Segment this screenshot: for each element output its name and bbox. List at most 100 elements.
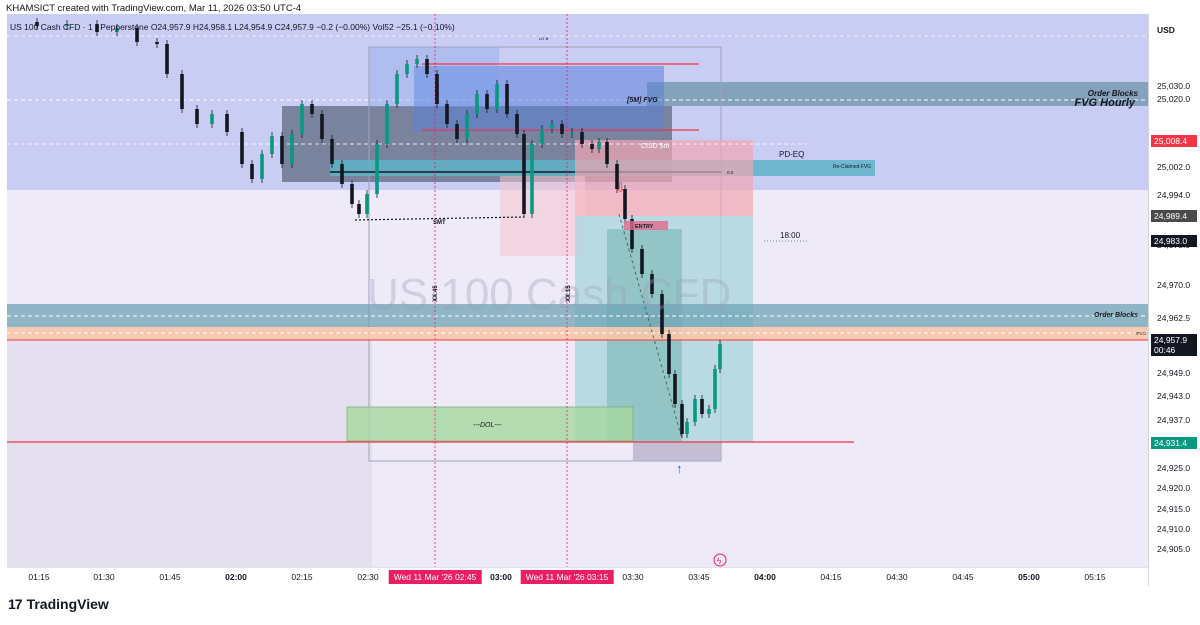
time-tick: 04:15 xyxy=(820,572,842,582)
candle xyxy=(673,374,677,404)
symbol-line[interactable]: US 100 Cash CFD · 1 · Pepperstone xyxy=(10,22,149,32)
candle xyxy=(445,104,449,124)
candle xyxy=(495,84,499,109)
candle xyxy=(680,404,684,434)
price-tick: 24,962.5 xyxy=(1157,313,1191,323)
fvg-5m-label: [5M] FVG xyxy=(626,97,658,104)
price-tick: 24,970.0 xyxy=(1157,280,1191,290)
price-tick: 24,937.0 xyxy=(1157,415,1191,425)
price-tick: 25,002.0 xyxy=(1157,162,1191,172)
dol-label: ---DOL--- xyxy=(473,422,502,429)
candle xyxy=(210,114,214,124)
fvg-hourly-label: FVG Hourly xyxy=(1074,97,1135,109)
candle xyxy=(180,74,184,109)
time-axis[interactable]: 01:15 01:30 01:45 02:00 02:15 02:30 03:00 03:30… xyxy=(7,567,1148,587)
ohlc-legend: US 100 Cash CFD · 1 · Pepperstone O24,95… xyxy=(10,22,455,32)
candle xyxy=(395,74,399,104)
price-axis[interactable]: USD 25,030.025,020.025,010.025,002.024,9… xyxy=(1148,14,1200,586)
candle xyxy=(35,22,39,26)
entry-box xyxy=(624,221,668,230)
xx15-label: XX:15 xyxy=(566,285,572,302)
candle xyxy=(707,409,711,414)
xx45-label: XX:45 xyxy=(433,285,439,302)
candle xyxy=(505,84,509,114)
price-tick: 24,994.0 xyxy=(1157,190,1191,200)
candle xyxy=(350,184,354,204)
time-tick: 04:45 xyxy=(952,572,974,582)
candle xyxy=(135,28,139,42)
price-tick: 24,905.0 xyxy=(1157,544,1191,554)
candlestick-series xyxy=(35,18,722,438)
candle xyxy=(623,189,627,219)
candle xyxy=(225,114,229,132)
candle xyxy=(250,164,254,179)
candle xyxy=(475,94,479,114)
candle xyxy=(310,104,314,114)
target-path-line xyxy=(618,213,683,440)
candle xyxy=(405,64,409,74)
dol-zone[interactable] xyxy=(346,406,634,442)
price-badge: 24,989.4 xyxy=(1151,210,1197,222)
symbol-watermark: US 100 Cash CFD xyxy=(367,270,731,319)
pd-eq-label: PD-EQ xyxy=(779,150,804,159)
tradingview-logo[interactable]: 17 TradingView xyxy=(8,596,109,612)
reclaimed-fvg-label: Re-Claimed FVG xyxy=(833,164,871,170)
candle xyxy=(240,132,244,164)
candle xyxy=(713,369,717,409)
attribution-text: KHAMSICT created with TradingView.com, M… xyxy=(6,3,302,14)
order-blocks-top-label: Order Blocks xyxy=(1088,89,1139,98)
candle xyxy=(570,132,574,134)
time-1800-label: 18:00 xyxy=(780,231,801,240)
candle xyxy=(515,114,519,134)
candle xyxy=(530,144,534,214)
fvg-5m-box[interactable] xyxy=(414,66,664,132)
time-tick: 04:30 xyxy=(886,572,908,582)
ohlc-values: O24,957.9 H24,958.1 L24,954.9 C24,957.9 … xyxy=(150,22,455,32)
price-tick: 25,030.0 xyxy=(1157,81,1191,91)
candle xyxy=(455,124,459,139)
price-tick: 24,949.0 xyxy=(1157,368,1191,378)
target-base-box xyxy=(633,442,721,461)
smt-label: SMT xyxy=(433,220,446,226)
lightning-glyph: ϟ xyxy=(717,557,722,566)
time-tick: 05:00 xyxy=(1018,572,1040,582)
candle xyxy=(155,42,159,44)
time-tick: 01:15 xyxy=(28,572,50,582)
candle xyxy=(597,142,601,149)
currency-label[interactable]: USD xyxy=(1157,25,1175,35)
candle xyxy=(357,204,361,214)
candle xyxy=(700,399,704,414)
time-tick: 05:15 xyxy=(1084,572,1106,582)
candle xyxy=(590,144,594,149)
candle xyxy=(667,334,671,374)
candle xyxy=(260,154,264,179)
candle xyxy=(415,59,419,64)
time-tick: 02:00 xyxy=(225,572,247,582)
candle xyxy=(540,129,544,144)
candle xyxy=(435,74,439,104)
candle xyxy=(340,164,344,184)
candle xyxy=(615,164,619,189)
lightning-icon[interactable] xyxy=(713,553,727,567)
chart-canvas[interactable]: US 100 Cash CFD Order Blocks FVG Hourly … xyxy=(7,14,1148,586)
dots-label: 0.0 xyxy=(727,170,734,175)
candle xyxy=(300,104,304,134)
candle xyxy=(560,124,564,134)
price-tick: 25,020.0 xyxy=(1157,94,1191,104)
candle xyxy=(605,142,609,164)
time-tick: 03:30 xyxy=(622,572,644,582)
price-tick: 24,910.0 xyxy=(1157,524,1191,534)
candle xyxy=(693,399,697,422)
ifvg-label: IFVG xyxy=(1135,331,1146,336)
candle xyxy=(280,136,284,164)
price-tick: 24,925.0 xyxy=(1157,463,1191,473)
candle xyxy=(330,139,334,164)
sell-arrow-icon: ⇩ xyxy=(615,180,626,195)
time-tick: 02:15 xyxy=(291,572,313,582)
cisd-zone[interactable] xyxy=(575,140,753,216)
order-blocks-top-zone[interactable] xyxy=(647,82,1148,106)
countdown-label: 00:46 xyxy=(1154,345,1176,355)
candle xyxy=(115,28,119,32)
candle xyxy=(650,274,654,294)
